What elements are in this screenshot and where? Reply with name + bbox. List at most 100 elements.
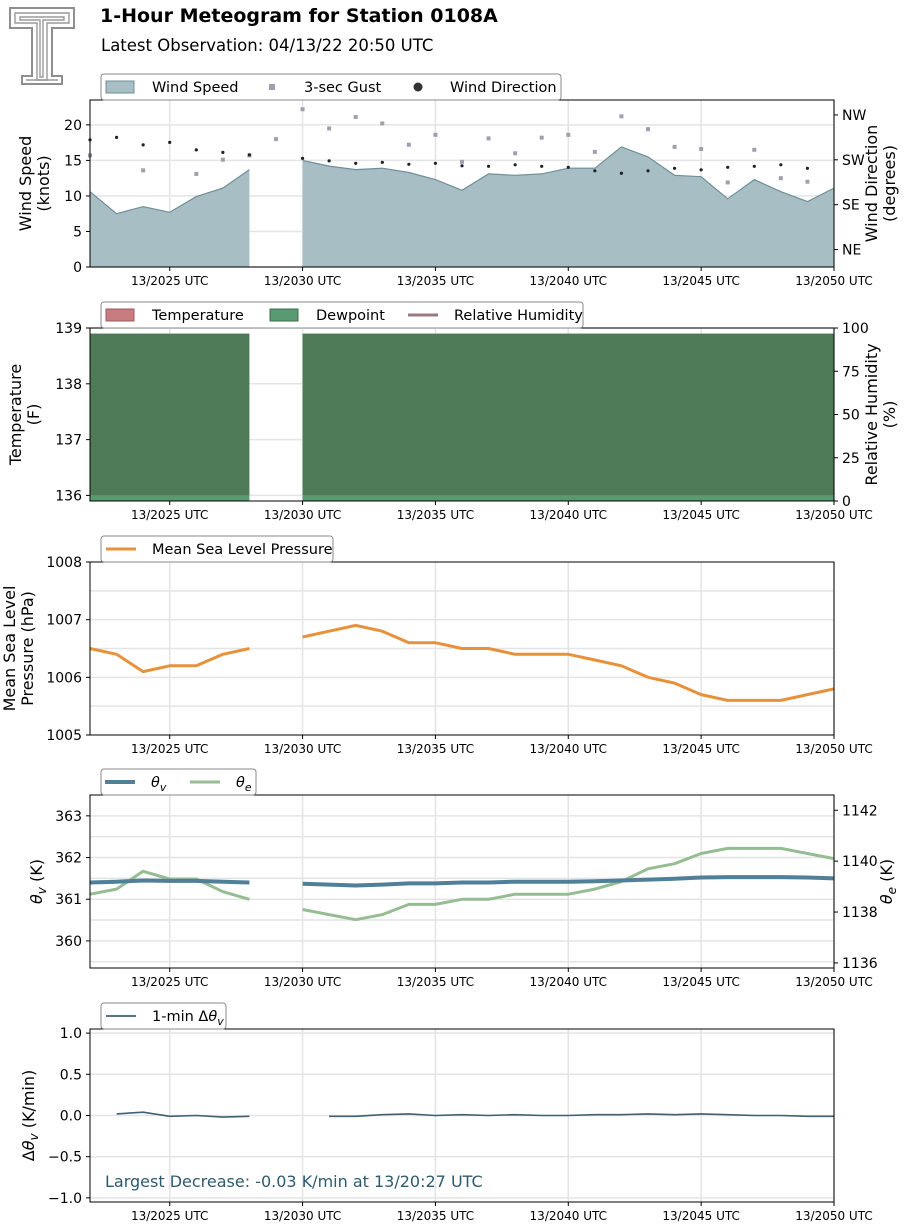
x-tick-label: 13/2030 UTC: [264, 742, 341, 756]
y-tick-label: 1006: [46, 670, 82, 686]
legend-label: 3-sec Gust: [304, 80, 381, 96]
legend: θv​ θe​: [100, 768, 257, 796]
y2-tick-label: NW: [842, 108, 866, 124]
y2-tick-label: 50: [842, 408, 860, 424]
dewpoint-area: [302, 333, 835, 496]
gust-point: [672, 144, 677, 149]
x-tick-label: 13/2045 UTC: [662, 975, 739, 989]
gust-point: [513, 151, 518, 156]
legend-label: Wind Direction: [450, 80, 557, 96]
direction-point: [593, 169, 597, 173]
gust-point: [699, 147, 704, 152]
direction-point: [486, 164, 491, 168]
y2-axis-label: Relative Humidity (%): [862, 343, 899, 485]
gust-point: [778, 176, 783, 181]
svg-text:(F): (F): [24, 404, 43, 426]
y-tick-label: 136: [55, 488, 82, 504]
gust-point: [194, 171, 199, 176]
direction-point: [247, 153, 252, 157]
x-tick-label: 13/2035 UTC: [397, 1209, 474, 1223]
y-tick-label: 1.0: [60, 1026, 82, 1042]
svg-text:(knots): (knots): [34, 155, 53, 211]
wind-panel: [88, 100, 835, 268]
y-tick-label: 1008: [46, 555, 82, 571]
y-axis-label: Mean Sea Level Pressure (hPa): [0, 586, 37, 712]
tt-logo-icon: [8, 6, 76, 90]
y2-tick-label: NE: [842, 243, 861, 259]
y-axis-label: Temperature (F): [6, 364, 43, 466]
y2-axis-label: Wind Direction (degrees): [862, 125, 899, 243]
y-tick-label: 362: [55, 851, 82, 867]
pressure-line: [302, 623, 835, 702]
legend-box: [100, 768, 257, 796]
direction-point: [168, 140, 172, 144]
wind-speed-line: [89, 169, 250, 215]
plot-frame: [89, 561, 835, 736]
pressure-panel: [89, 562, 835, 735]
y-axis-label: Δθv​ (K/min): [19, 1070, 41, 1161]
x-tick-label: 13/2030 UTC: [264, 975, 341, 989]
direction-point: [619, 171, 624, 175]
x-tick-label: 13/2040 UTC: [530, 1209, 607, 1223]
y-tick-label: 0.5: [60, 1067, 82, 1083]
dtheta-line: [116, 1111, 250, 1118]
gust-point: [619, 114, 624, 119]
y-tick-label: 5: [73, 224, 82, 240]
x-tick-label: 13/2045 UTC: [662, 1209, 739, 1223]
legend-box: [100, 301, 584, 329]
y2-tick-label: 1138: [842, 905, 878, 921]
svg-text:Wind Direction: Wind Direction: [862, 125, 881, 243]
x-tick-label: 13/2045 UTC: [662, 508, 739, 522]
x-tick-label: 13/2035 UTC: [397, 742, 474, 756]
dewpoint-base: [90, 495, 250, 501]
direction-point: [407, 162, 411, 166]
legend-label: Wind Speed: [152, 80, 239, 96]
legend-label: Dewpoint: [316, 308, 385, 324]
dtheta-line: [329, 1113, 834, 1118]
x-tick-label: 13/2035 UTC: [397, 274, 474, 288]
y2-tick-label: 1142: [842, 803, 878, 819]
svg-text:θv​ (K): θv​ (K): [27, 859, 49, 904]
x-tick-label: 13/2045 UTC: [662, 742, 739, 756]
direction-point: [460, 164, 464, 168]
theta-panel: [89, 795, 835, 968]
y-tick-label: 1005: [46, 728, 82, 744]
y2-tick-label: 1136: [842, 956, 878, 972]
x-tick-label: 13/2035 UTC: [397, 975, 474, 989]
direction-point: [726, 165, 730, 169]
legend: Wind Speed 3-sec Gust Wind Direction: [100, 73, 562, 101]
gust-point: [380, 121, 385, 126]
x-tick-label: 13/2025 UTC: [131, 508, 208, 522]
gust-point: [566, 132, 571, 137]
legend-swatch: [105, 80, 135, 94]
y2-axis-label: θe​ (K): [877, 859, 899, 904]
temp-axes: 13/2025 UTC 13/2030 UTC 13/2035 UTC 13/2040…: [6, 321, 899, 522]
gust-point: [725, 180, 730, 185]
y-axis-label: Wind Speed (knots): [16, 136, 53, 231]
gust-point: [539, 135, 544, 140]
y-tick-label: −1.0: [48, 1191, 82, 1207]
legend-box: [100, 1002, 227, 1030]
direction-point: [194, 148, 198, 152]
y2-tick-label: SW: [842, 153, 865, 169]
theta-v-line: [89, 878, 250, 885]
direction-point: [354, 161, 358, 165]
x-tick-label: 13/2025 UTC: [131, 742, 208, 756]
svg-text:Wind Speed: Wind Speed: [16, 136, 35, 231]
y2-tick-label: 0: [842, 494, 851, 510]
y-axis-label: θv​ (K): [27, 859, 49, 904]
direction-point: [114, 135, 119, 139]
gust-point: [752, 147, 757, 152]
direction-point: [566, 165, 570, 169]
gust-point: [274, 137, 278, 142]
legend-swatch: [269, 308, 299, 322]
legend-label: 1-min Δθv​: [152, 1009, 224, 1028]
legend-label: θv​: [151, 775, 167, 794]
gust-point: [805, 179, 810, 184]
direction-point: [672, 166, 677, 170]
direction-point: [141, 143, 145, 147]
svg-text:Relative Humidity: Relative Humidity: [862, 343, 881, 485]
gust-point: [433, 132, 438, 137]
x-tick-label: 13/2035 UTC: [397, 508, 474, 522]
y-tick-label: 363: [55, 809, 82, 825]
